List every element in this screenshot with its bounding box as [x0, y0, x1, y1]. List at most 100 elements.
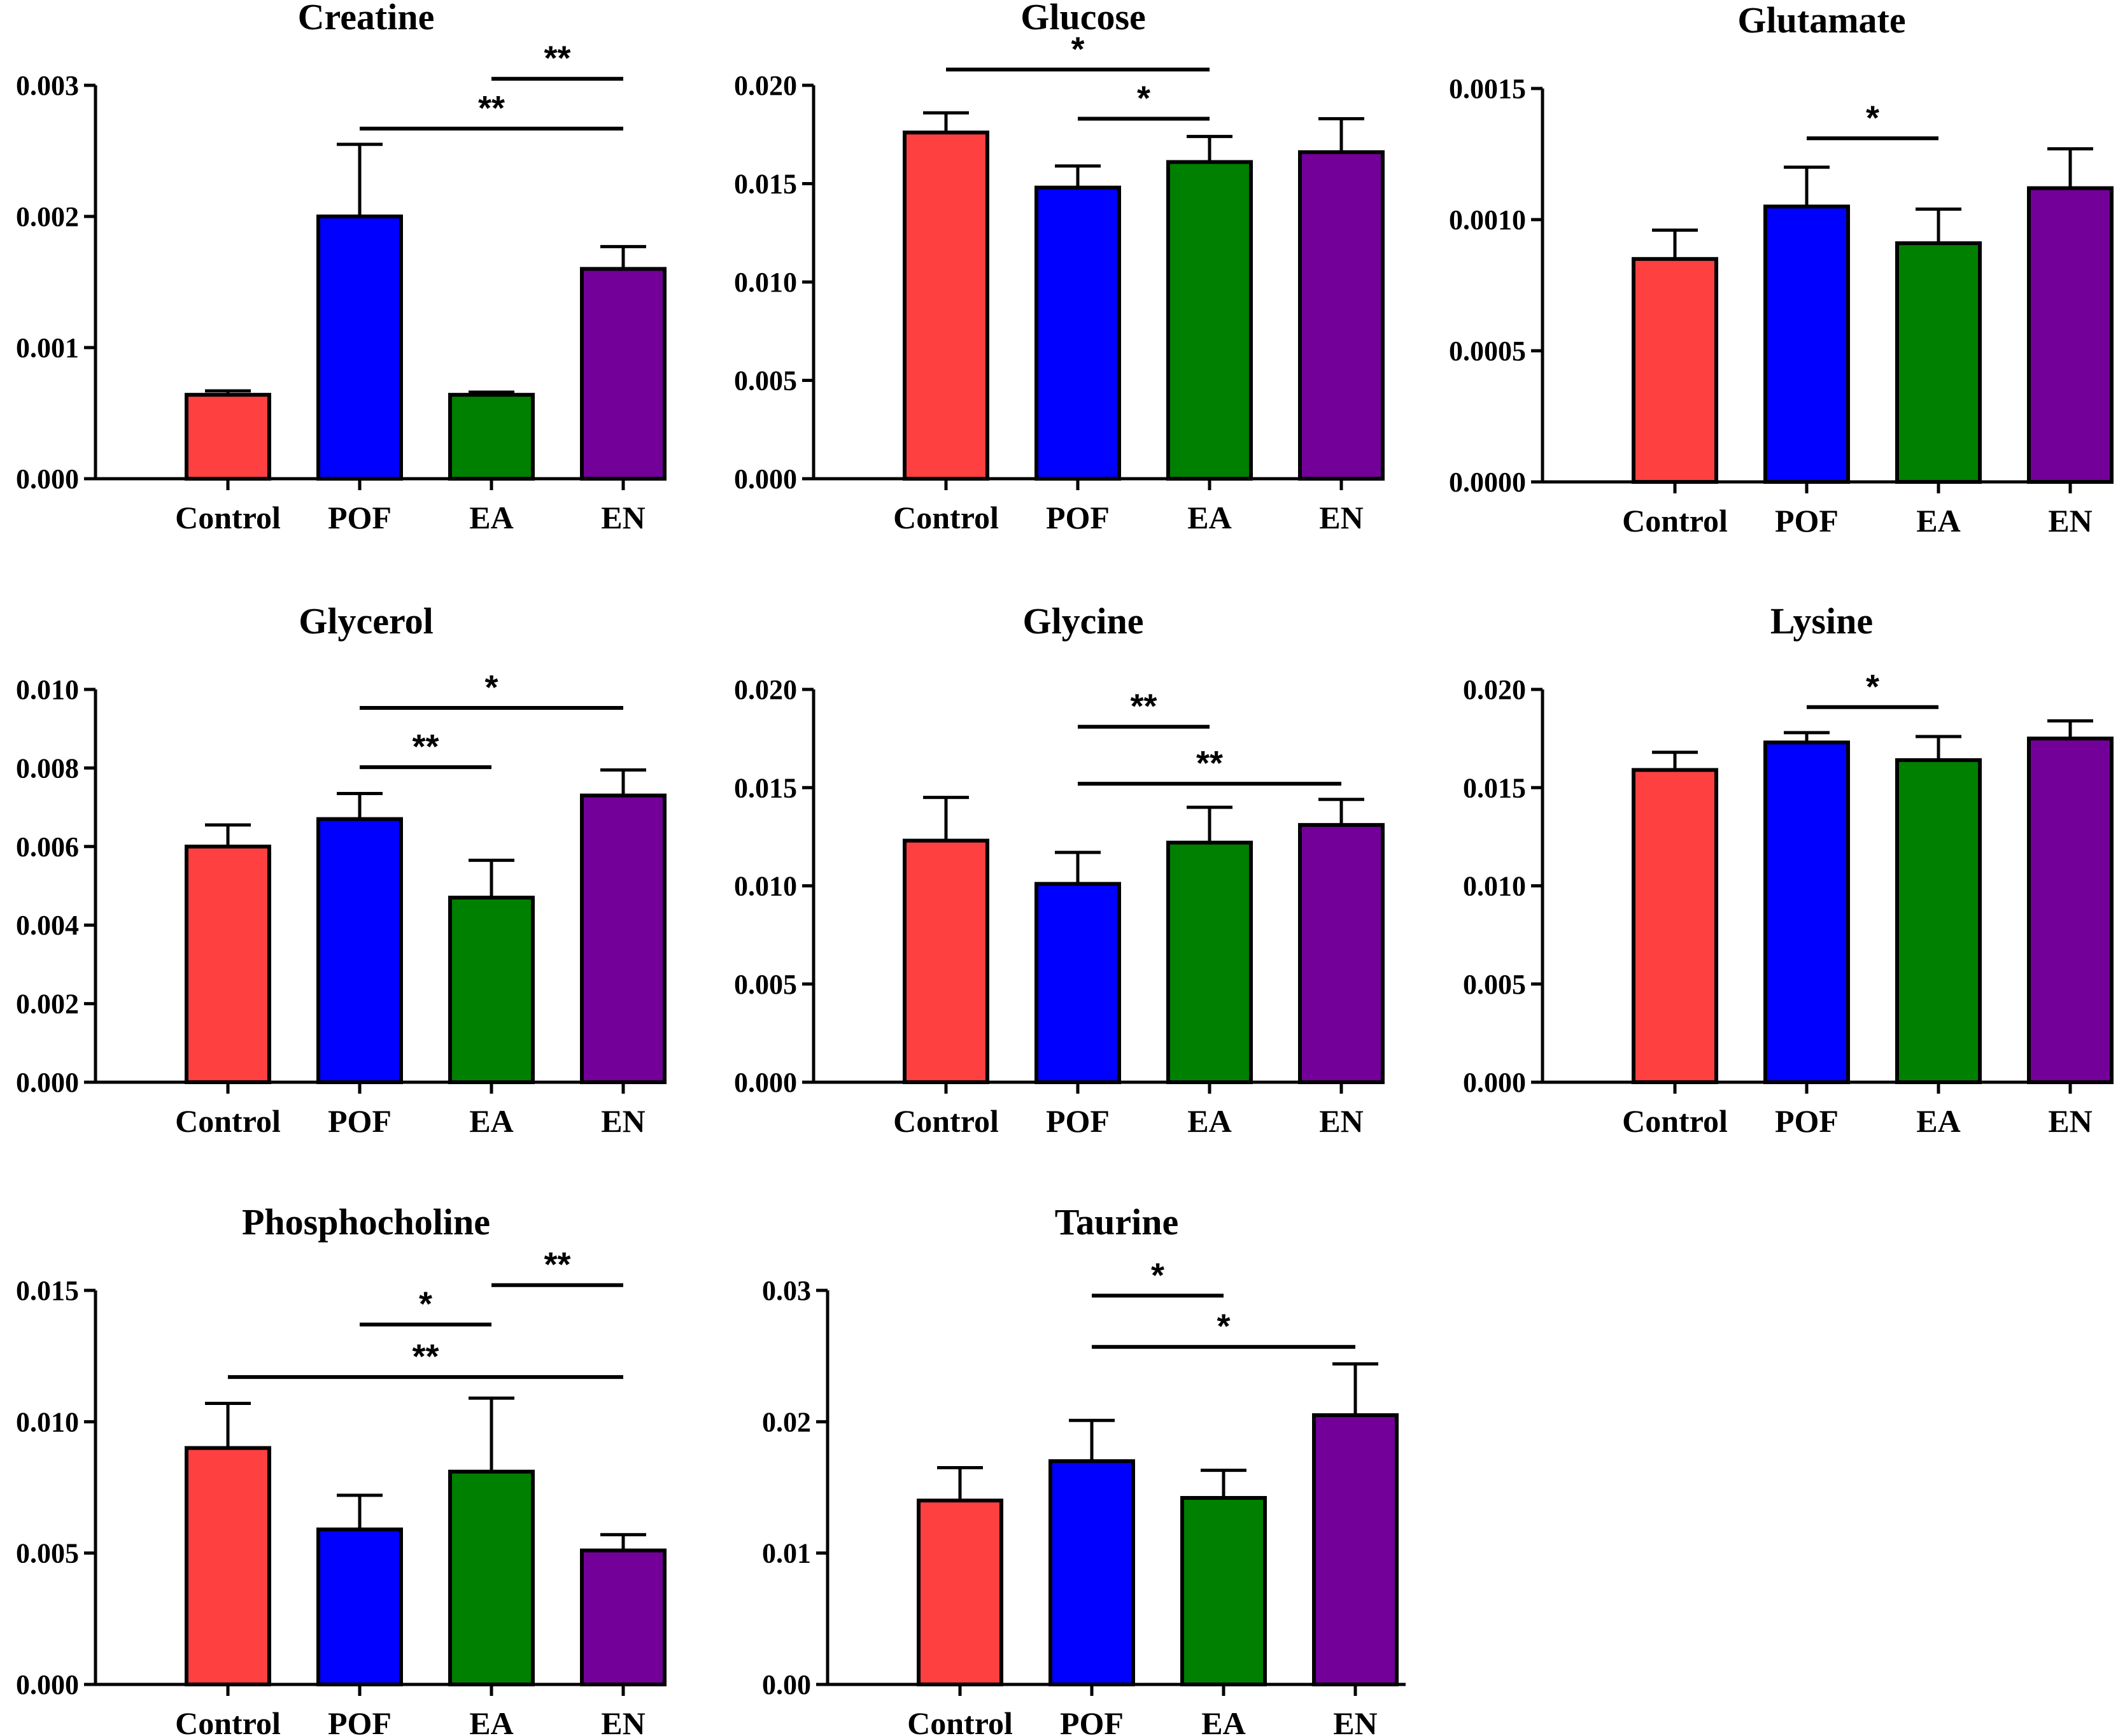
- y-tick-label: 0.005: [16, 1538, 79, 1569]
- y-tick-label: 0.020: [734, 70, 797, 101]
- x-tick-label-control: Control: [175, 1103, 281, 1139]
- y-tick-label: 0.010: [734, 871, 797, 902]
- bar-ea: [1895, 241, 1982, 484]
- significance-marker: **: [412, 728, 439, 766]
- significance-marker: *: [1151, 1256, 1164, 1294]
- bar-en: [1298, 822, 1385, 1084]
- x-tick-label-control: Control: [1622, 1103, 1728, 1139]
- y-tick-label: 0.015: [16, 1275, 79, 1306]
- significance-marker: *: [1071, 30, 1084, 68]
- bar-pof: [1034, 185, 1121, 481]
- bar-control: [185, 393, 271, 481]
- chart-title: Glutamate: [1737, 0, 1905, 41]
- x-tick-label-pof: POF: [328, 500, 392, 535]
- y-tick-label: 0.015: [734, 169, 797, 200]
- x-tick-label-control: Control: [893, 1103, 999, 1139]
- x-tick-label-pof: POF: [1046, 500, 1110, 535]
- x-tick-label-control: Control: [175, 1705, 281, 1736]
- bar-en: [580, 267, 667, 481]
- x-tick-label-pof: POF: [1775, 503, 1839, 539]
- x-tick-label-en: EN: [601, 500, 645, 535]
- chart-title: Lysine: [1770, 600, 1873, 642]
- x-tick-label-ea: EA: [1916, 503, 1960, 539]
- y-tick-label: 0.000: [16, 463, 79, 495]
- significance-marker: *: [484, 668, 498, 707]
- y-tick-label: 0.005: [1463, 969, 1526, 1000]
- bar-en: [580, 1548, 667, 1687]
- y-tick-label: 0.010: [734, 267, 797, 298]
- x-tick-label-en: EN: [2048, 503, 2092, 539]
- chart-panel-taurine: Taurine 0.00 0.01 0.02 0.03 Control POF EA EN * *: [762, 1201, 1406, 1736]
- y-tick-label: 0.000: [734, 1067, 797, 1098]
- x-tick-label-en: EN: [1319, 500, 1363, 535]
- y-tick-label: 0.010: [1463, 871, 1526, 902]
- bar-pof: [316, 1527, 403, 1686]
- x-tick-label-ea: EA: [1916, 1103, 1960, 1139]
- chart-panel-creatine: Creatine 0.000 0.001 0.002 0.003 Control POF EA…: [16, 0, 667, 535]
- bar-control: [185, 844, 271, 1085]
- chart-panel-glucose: Glucose 0.000 0.005 0.010 0.015 0.020 Control P…: [734, 0, 1385, 535]
- chart-panel-glycine: Glycine 0.000 0.005 0.010 0.015 0.020 Control P…: [734, 600, 1385, 1139]
- x-tick-label-pof: POF: [1046, 1103, 1110, 1139]
- x-tick-label-en: EN: [2048, 1103, 2092, 1139]
- significance-marker: **: [1196, 744, 1223, 782]
- bar-pof: [316, 817, 403, 1084]
- x-tick-label-pof: POF: [328, 1103, 392, 1139]
- x-tick-label-pof: POF: [328, 1705, 392, 1736]
- x-tick-label-control: Control: [1622, 503, 1728, 539]
- significance-marker: **: [544, 39, 570, 78]
- y-tick-label: 0.000: [16, 1669, 79, 1700]
- chart-title: Phosphocholine: [242, 1201, 490, 1243]
- bar-en: [2027, 186, 2114, 484]
- x-tick-label-ea: EA: [469, 500, 513, 535]
- y-tick-label: 0.01: [762, 1538, 811, 1569]
- chart-panel-glycerol: Glycerol 0.000 0.002 0.004 0.006 0.008 0.010 Co…: [16, 600, 667, 1139]
- y-tick-label: 0.000: [1463, 1067, 1526, 1098]
- bar-ea: [448, 896, 535, 1084]
- bar-pof: [1763, 740, 1850, 1085]
- significance-marker: **: [544, 1246, 570, 1284]
- y-tick-label: 0.020: [734, 674, 797, 705]
- chart-title: Glucose: [1020, 0, 1146, 38]
- significance-marker: *: [1137, 80, 1150, 118]
- x-tick-label-en: EN: [1333, 1705, 1377, 1736]
- bar-control: [903, 838, 989, 1085]
- y-tick-label: 0.008: [16, 752, 79, 784]
- y-tick-label: 0.02: [762, 1406, 811, 1437]
- y-tick-label: 0.000: [734, 463, 797, 495]
- x-tick-label-pof: POF: [1060, 1705, 1124, 1736]
- chart-panel-lysine: Lysine 0.000 0.005 0.010 0.015 0.020 Control PO…: [1463, 600, 2114, 1139]
- x-tick-label-control: Control: [893, 500, 999, 535]
- y-tick-label: 0.000: [16, 1067, 79, 1098]
- y-tick-label: 0.005: [734, 969, 797, 1000]
- y-tick-label: 0.002: [16, 201, 79, 232]
- y-tick-label: 0.015: [734, 772, 797, 803]
- bar-ea: [1895, 758, 1982, 1085]
- x-tick-label-ea: EA: [1187, 1103, 1231, 1139]
- chart-title: Glycerol: [299, 600, 434, 642]
- y-tick-label: 0.0000: [1449, 467, 1526, 498]
- y-tick-label: 0.00: [762, 1669, 811, 1700]
- bar-pof: [1048, 1459, 1135, 1687]
- bar-ea: [448, 1469, 535, 1686]
- bar-control: [185, 1446, 271, 1687]
- bar-pof: [1763, 204, 1850, 484]
- bar-control: [1632, 257, 1718, 484]
- y-tick-label: 0.010: [16, 1406, 79, 1437]
- chart-title: Creatine: [298, 0, 435, 38]
- y-tick-label: 0.0015: [1449, 73, 1526, 104]
- bar-en: [2027, 737, 2114, 1084]
- y-tick-label: 0.015: [1463, 772, 1526, 803]
- bar-control: [1632, 768, 1718, 1084]
- y-tick-label: 0.0005: [1449, 335, 1526, 367]
- bar-ea: [1166, 160, 1253, 481]
- y-tick-label: 0.002: [16, 989, 79, 1020]
- chart-title: Glycine: [1022, 600, 1143, 642]
- y-tick-label: 0.0010: [1449, 204, 1526, 236]
- chart-panel-glutamate: Glutamate 0.0000 0.0005 0.0010 0.0015 Control…: [1449, 0, 2114, 539]
- chart-panel-phosphocholine: Phosphocholine 0.000 0.005 0.010 0.015 Contro…: [16, 1201, 667, 1736]
- significance-marker: *: [1866, 668, 1879, 706]
- x-tick-label-control: Control: [907, 1705, 1013, 1736]
- x-tick-label-en: EN: [601, 1103, 645, 1139]
- significance-marker: *: [1866, 99, 1879, 137]
